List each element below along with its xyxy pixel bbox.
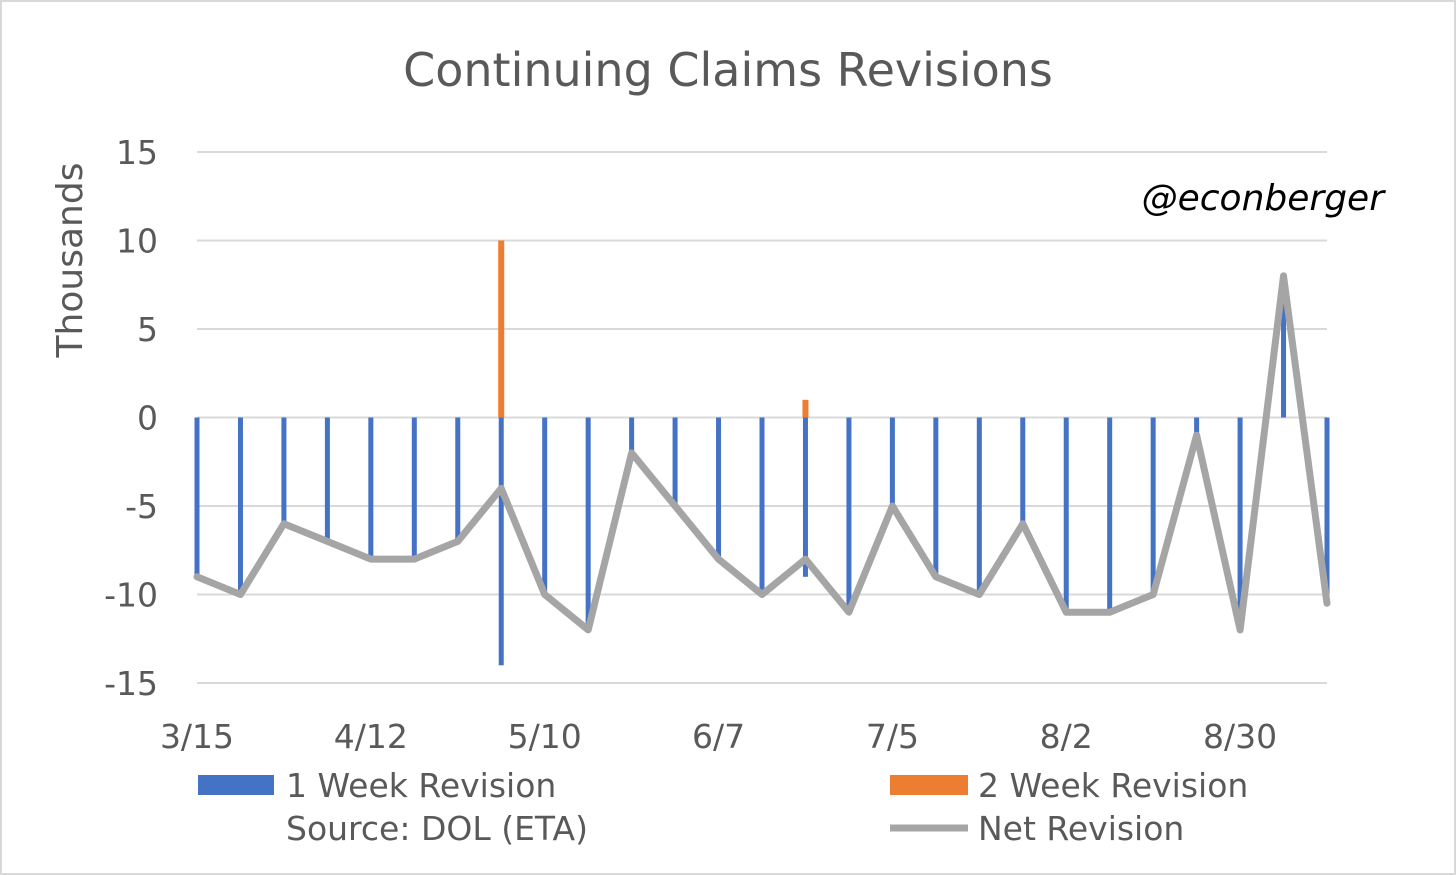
bar-1-week bbox=[237, 417, 243, 595]
bar-1-week bbox=[1281, 293, 1287, 418]
bar-1-week bbox=[1063, 417, 1069, 613]
x-tick-label: 5/10 bbox=[508, 717, 582, 756]
legend-label-1-week: 1 Week Revision bbox=[286, 766, 556, 805]
bar-1-week bbox=[368, 417, 374, 560]
x-tick-label: 8/30 bbox=[1203, 717, 1277, 756]
y-tick-label: -15 bbox=[104, 664, 158, 703]
bar-1-week bbox=[1237, 417, 1243, 630]
bar-1-week bbox=[629, 417, 635, 453]
series-1-week-revision bbox=[194, 293, 1330, 666]
legend-swatch-1-week bbox=[198, 775, 274, 795]
y-axis-ticks: 15 10 5 0 -5 -10 -15 bbox=[104, 133, 158, 703]
x-tick-label: 6/7 bbox=[692, 717, 745, 756]
bar-1-week bbox=[1020, 417, 1026, 524]
bar-1-week bbox=[933, 417, 939, 577]
x-tick-label: 7/5 bbox=[866, 717, 919, 756]
x-tick-label: 3/15 bbox=[160, 717, 234, 756]
y-tick-label: -5 bbox=[125, 487, 158, 526]
series-net-revision bbox=[193, 272, 1331, 634]
legend-swatch-2-week bbox=[890, 775, 968, 795]
bar-1-week bbox=[281, 417, 287, 524]
bar-2-week bbox=[498, 240, 505, 418]
bar-1-week bbox=[716, 417, 722, 560]
bar-2-week bbox=[802, 399, 809, 418]
x-tick-label: 4/12 bbox=[334, 717, 408, 756]
bar-1-week bbox=[324, 417, 330, 542]
bar-1-week bbox=[802, 417, 808, 577]
y-tick-label: 15 bbox=[116, 133, 158, 172]
bar-1-week bbox=[1324, 417, 1330, 604]
source-note: Source: DOL (ETA) bbox=[286, 809, 588, 848]
bar-1-week bbox=[976, 417, 982, 595]
bar-1-week bbox=[759, 417, 765, 595]
y-axis-title: Thousands bbox=[50, 163, 91, 359]
bar-1-week bbox=[846, 417, 852, 613]
bar-1-week bbox=[411, 417, 417, 560]
legend: 1 Week Revision 2 Week Revision Net Revi… bbox=[198, 766, 1248, 848]
bar-1-week bbox=[194, 417, 200, 577]
bar-1-week bbox=[498, 417, 504, 666]
bar-1-week bbox=[542, 417, 548, 595]
y-tick-label: -10 bbox=[104, 576, 158, 615]
chart-title: Continuing Claims Revisions bbox=[403, 43, 1053, 97]
series-2-week-revision bbox=[498, 240, 809, 418]
net-revision-line bbox=[193, 272, 1331, 634]
bar-1-week bbox=[585, 417, 591, 630]
bar-1-week bbox=[1150, 417, 1156, 595]
bar-1-week bbox=[1194, 417, 1200, 436]
gridlines bbox=[197, 151, 1327, 684]
legend-label-2-week: 2 Week Revision bbox=[978, 766, 1248, 805]
bar-1-week bbox=[455, 417, 461, 542]
watermark: @econberger bbox=[1142, 178, 1387, 219]
x-axis-ticks: 3/15 4/12 5/10 6/7 7/5 8/2 8/30 bbox=[160, 717, 1277, 756]
x-tick-label: 8/2 bbox=[1040, 717, 1093, 756]
y-tick-label: 10 bbox=[116, 222, 158, 261]
bar-1-week bbox=[889, 417, 895, 506]
y-tick-label: 0 bbox=[137, 399, 158, 438]
bar-1-week bbox=[1107, 417, 1113, 613]
bar-1-week bbox=[672, 417, 678, 506]
y-tick-label: 5 bbox=[137, 310, 158, 349]
legend-label-net: Net Revision bbox=[978, 809, 1184, 848]
